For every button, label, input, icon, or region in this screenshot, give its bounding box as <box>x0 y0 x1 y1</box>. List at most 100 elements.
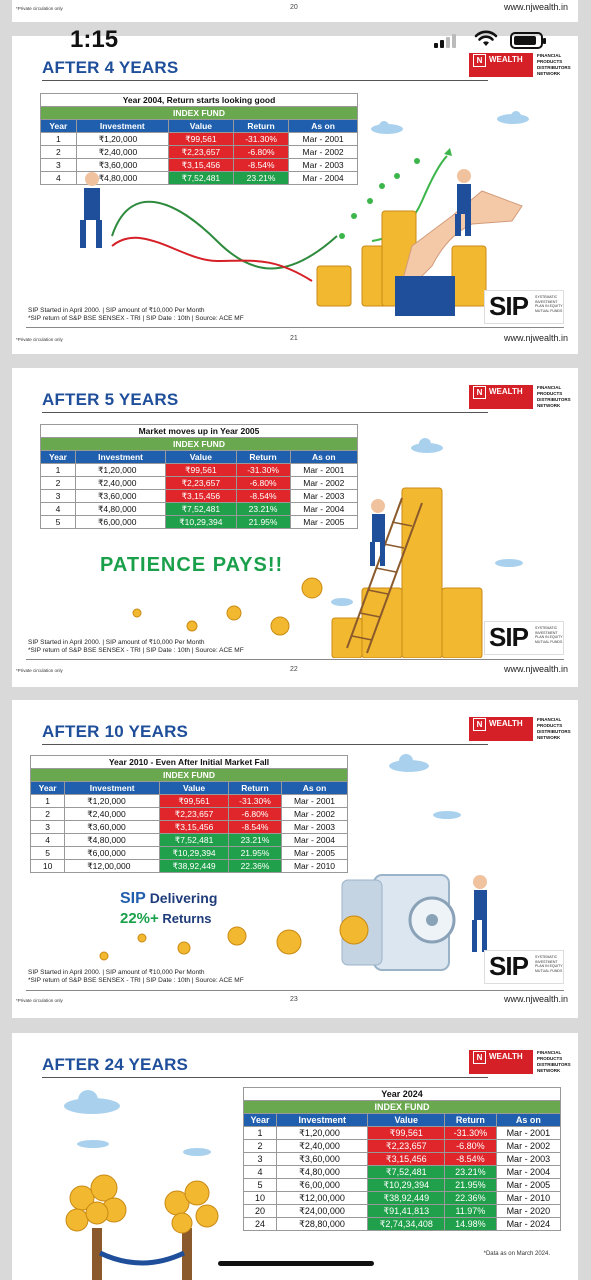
year-cell: 10 <box>29 859 66 873</box>
fund-label: INDEX FUND <box>243 1100 561 1114</box>
fund-label: INDEX FUND <box>40 106 358 120</box>
value-cell: ₹2,23,657 <box>165 476 237 490</box>
table-row: 10 ₹12,00,000 ₹38,92,449 22.36% Mar - 2010 <box>29 859 348 873</box>
sip-badge: SIP SYSTEMATIC INVESTMENT PLAN IN EQUITY … <box>484 621 564 655</box>
table-body: 1 ₹1,20,000 ₹99,561 -31.30% Mar - 2001 2 ₹2,40… <box>40 463 359 529</box>
value-cell: ₹2,23,657 <box>367 1139 446 1153</box>
businessman-figure <box>370 499 385 566</box>
website-url[interactable]: www.njwealth.in <box>503 994 568 1004</box>
nj-wealth-logo: N WEALTH FINANCIAL PRODUCTS DISTRIBUTORS N… <box>469 1047 571 1077</box>
as-on-cell: Mar - 2003 <box>281 820 348 834</box>
year-cell: 2 <box>29 807 66 821</box>
investment-cell: ₹3,60,000 <box>64 820 161 834</box>
private-circulation-note: *Private circulation only <box>16 998 63 1003</box>
table-row: 2 ₹2,40,000 ₹2,23,657 -6.80% Mar - 2002 <box>29 807 348 821</box>
slide-title: AFTER 4 YEARS <box>42 58 179 77</box>
businessman-figure <box>472 875 487 952</box>
value-cell: ₹2,23,657 <box>167 145 234 159</box>
coin-figures <box>132 577 323 636</box>
table-body: 1 ₹1,20,000 ₹99,561 -31.30% Mar - 2001 2 ₹2,40… <box>40 132 358 185</box>
return-cell: 22.36% <box>227 859 283 873</box>
return-cell: -31.30% <box>235 463 291 477</box>
value-cell: ₹7,52,481 <box>367 1165 446 1179</box>
table-body: 1 ₹1,20,000 ₹99,561 -31.30% Mar - 2001 2 ₹2,40… <box>29 794 348 873</box>
returns-slogan: 22%+ Returns <box>120 910 212 927</box>
year-cell: 1 <box>40 463 76 477</box>
title-underline <box>42 80 488 81</box>
ladder-illustration <box>132 487 483 658</box>
table-row: 4 ₹4,80,000 ₹7,52,481 23.21% Mar - 2004 <box>29 833 348 847</box>
page-number: 23 <box>290 996 298 1003</box>
slide-footnote: SIP Started in April 2000. | SIP amount … <box>28 969 244 984</box>
cloud-icon <box>371 121 403 134</box>
investment-cell: ₹12,00,000 <box>64 859 161 873</box>
return-cell: -31.30% <box>227 794 283 808</box>
return-cell: 23.21% <box>232 171 290 185</box>
year-cell: 2 <box>242 1139 278 1153</box>
nj-wealth-logo: N WEALTH FINANCIAL PRODUCTS DISTRIBUTORS N… <box>469 714 571 744</box>
investment-cell: ₹1,20,000 <box>276 1126 369 1140</box>
return-cell: -8.54% <box>232 158 290 172</box>
title-underline <box>42 412 488 413</box>
as-on-cell: Mar - 2005 <box>289 515 359 529</box>
year-cell: 4 <box>29 833 66 847</box>
return-cell: 23.21% <box>227 833 283 847</box>
return-cell: 23.21% <box>444 1165 497 1179</box>
growth-illustration <box>80 148 523 316</box>
value-cell: ₹2,74,34,408 <box>367 1217 446 1231</box>
website-url[interactable]: www.njwealth.in <box>503 333 568 343</box>
table-row: 3 ₹3,60,000 ₹3,15,456 -8.54% Mar - 2003 <box>40 489 359 503</box>
as-on-cell: Mar - 2001 <box>281 794 348 808</box>
investment-cell: ₹24,00,000 <box>276 1204 369 1218</box>
title-underline <box>42 744 488 745</box>
value-cell: ₹99,561 <box>165 463 237 477</box>
footer-divider <box>26 990 564 991</box>
return-cell: -31.30% <box>444 1126 497 1140</box>
coin-figures <box>99 915 369 961</box>
fund-label: INDEX FUND <box>30 768 348 782</box>
returns-table: Market moves up in Year 2005 INDEX FUND … <box>40 424 359 529</box>
value-cell: ₹10,29,394 <box>159 846 229 860</box>
slide-after-4-years: AFTER 4 YEARS N WEALTH FINANCIAL PRODUCTS … <box>12 36 578 354</box>
table-title: Year 2010 - Even After Initial Market Fa… <box>30 755 348 769</box>
investment-cell: ₹1,20,000 <box>74 463 167 477</box>
businessman-figure <box>455 169 471 236</box>
value-cell: ₹3,15,456 <box>159 820 229 834</box>
investment-cell: ₹4,80,000 <box>276 1165 369 1179</box>
table-row: 2 ₹2,40,000 ₹2,23,657 -6.80% Mar - 2002 <box>40 476 359 490</box>
investment-cell: ₹2,40,000 <box>64 807 161 821</box>
investment-cell: ₹1,20,000 <box>64 794 161 808</box>
value-cell: ₹7,52,481 <box>167 171 234 185</box>
value-cell: ₹7,52,481 <box>159 833 229 847</box>
website-url[interactable]: www.njwealth.in <box>503 2 568 12</box>
year-cell: 3 <box>29 820 66 834</box>
nj-wealth-logo: N WEALTH FINANCIAL PRODUCTS DISTRIBUTORS N… <box>469 50 571 80</box>
as-on-cell: Mar - 2024 <box>495 1217 562 1231</box>
as-on-cell: Mar - 2002 <box>281 807 348 821</box>
table-row: 1 ₹1,20,000 ₹99,561 -31.30% Mar - 2001 <box>29 794 348 808</box>
page-number: 21 <box>290 335 298 342</box>
sip-delivering-slogan: SIP Delivering <box>120 890 218 907</box>
as-on-cell: Mar - 2004 <box>281 833 348 847</box>
table-row: 10 ₹12,00,000 ₹38,92,449 22.36% Mar - 2010 <box>242 1191 562 1205</box>
website-url[interactable]: www.njwealth.in <box>503 664 568 674</box>
as-on-cell: Mar - 2010 <box>495 1191 562 1205</box>
slide-title: AFTER 24 YEARS <box>42 1055 189 1074</box>
year-cell: 1 <box>242 1126 278 1140</box>
sip-badge: SIP SYSTEMATIC INVESTMENT PLAN IN EQUITY … <box>484 290 564 324</box>
cloud-icon <box>64 1090 120 1114</box>
year-cell: 5 <box>29 846 66 860</box>
home-indicator[interactable] <box>218 1261 374 1266</box>
table-row: 5 ₹6,00,000 ₹10,29,394 21.95% Mar - 2005 <box>40 515 359 529</box>
table-row: 1 ₹1,20,000 ₹99,561 -31.30% Mar - 2001 <box>242 1126 562 1140</box>
year-cell: 1 <box>29 794 66 808</box>
cloud-icon <box>77 1140 109 1148</box>
cellular-signal-icon <box>434 34 456 48</box>
table-row: 5 ₹6,00,000 ₹10,29,394 21.95% Mar - 2005 <box>29 846 348 860</box>
return-cell: 21.95% <box>227 846 283 860</box>
fund-label: INDEX FUND <box>40 437 358 451</box>
previous-slide-footer: *Private circulation only 20 www.njwealt… <box>12 0 578 22</box>
footer-divider <box>26 327 564 328</box>
returns-table: Year 2024 INDEX FUND Year Investment Value… <box>242 1087 562 1231</box>
return-cell: 14.98% <box>444 1217 497 1231</box>
